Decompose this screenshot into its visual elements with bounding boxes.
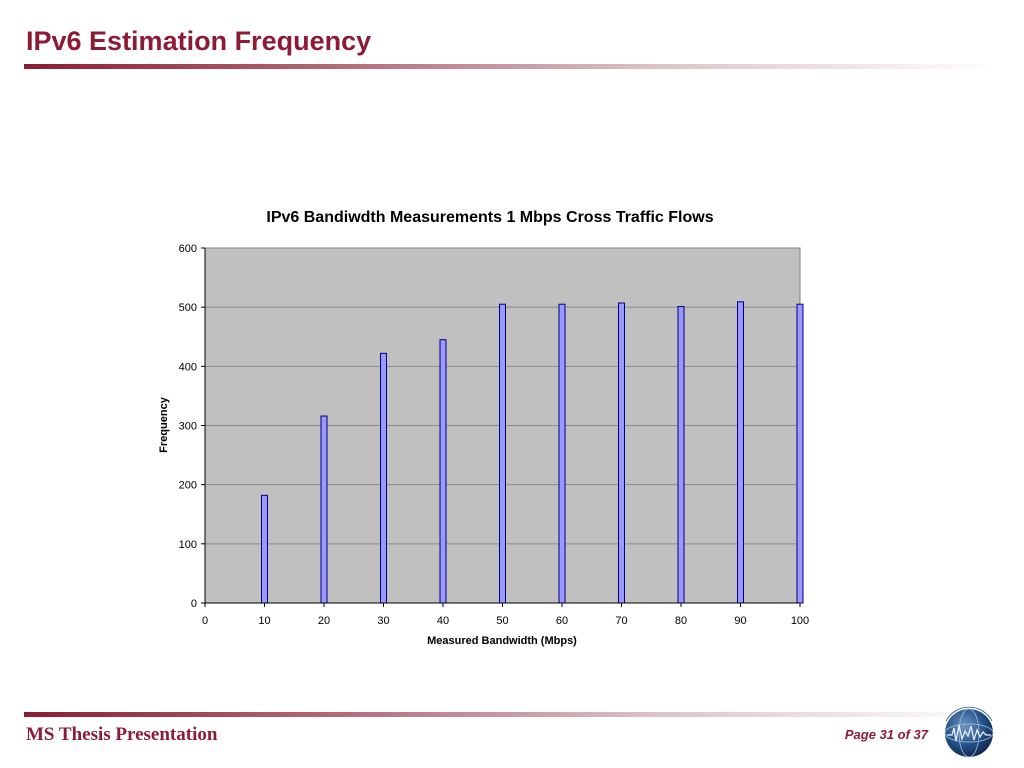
y-tick-label: 300 <box>179 421 197 433</box>
x-tick-label: 50 <box>496 615 508 627</box>
bar-70 <box>618 302 625 604</box>
x-tick-label: 10 <box>258 615 270 627</box>
footer-presentation-title: MS Thesis Presentation <box>26 724 218 745</box>
x-tick-label: 70 <box>615 615 627 627</box>
bar-90 <box>737 301 744 604</box>
bar-40 <box>439 339 447 604</box>
x-tick-label: 30 <box>377 615 389 627</box>
x-tick-label: 20 <box>318 615 330 627</box>
chart-title: IPv6 Bandiwdth Measurements 1 Mbps Cross… <box>266 209 713 226</box>
y-tick-label: 500 <box>179 302 197 314</box>
x-tick-label: 40 <box>437 615 449 627</box>
bar-20 <box>320 415 328 604</box>
x-tick-label: 100 <box>791 615 809 627</box>
bar-chart: IPv6 Bandiwdth Measurements 1 Mbps Cross… <box>158 209 809 647</box>
footer-divider <box>24 712 999 717</box>
title-divider <box>24 64 999 69</box>
bar-10 <box>261 494 268 604</box>
bar-30 <box>380 352 387 604</box>
x-tick-labels: 0 10 20 30 40 50 60 70 80 90 100 <box>202 603 809 627</box>
y-tick-label: 200 <box>179 480 197 492</box>
bar-50 <box>499 303 506 604</box>
y-tick-label: 400 <box>179 361 197 373</box>
bar-100 <box>796 303 804 604</box>
y-tick-label: 0 <box>191 598 197 610</box>
x-tick-label: 80 <box>675 615 687 627</box>
y-tick-labels: 0 100 200 300 400 500 600 <box>179 243 205 610</box>
bar-80 <box>677 306 685 604</box>
x-axis-label: Measured Bandwidth (Mbps) <box>427 635 577 647</box>
institute-globe-logo-icon <box>944 706 994 758</box>
page-number: Page 31 of 37 <box>844 727 928 742</box>
x-tick-label: 0 <box>202 615 208 627</box>
page-title: IPv6 Estimation Frequency <box>26 26 372 56</box>
y-tick-label: 600 <box>179 243 197 255</box>
x-tick-label: 90 <box>734 615 746 627</box>
x-tick-label: 60 <box>556 615 568 627</box>
y-tick-label: 100 <box>179 539 197 551</box>
y-axis-label: Frequency <box>158 396 170 453</box>
bar-60 <box>558 303 566 604</box>
